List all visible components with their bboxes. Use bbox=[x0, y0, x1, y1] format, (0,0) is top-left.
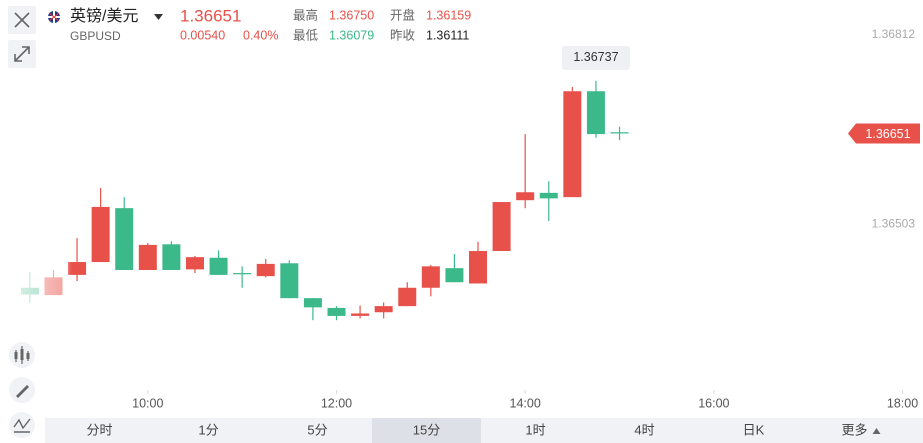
candle-body bbox=[539, 192, 558, 199]
last-price-label: 1.36651 bbox=[865, 127, 910, 141]
header: 英镑/美元 GBPUSD 1.36651 0.00540 0.40% 最高 1.… bbox=[8, 6, 471, 68]
candle-body bbox=[398, 287, 417, 307]
x-tick-label: 18:00 bbox=[887, 396, 918, 410]
candle-body bbox=[586, 91, 605, 135]
expand-button[interactable] bbox=[8, 40, 36, 68]
candle-body bbox=[492, 202, 511, 252]
candle-body bbox=[256, 263, 275, 277]
last-price: 1.36651 bbox=[180, 6, 241, 25]
high-tooltip-bg bbox=[561, 45, 630, 70]
tab[interactable]: 1时 bbox=[525, 422, 545, 437]
tab[interactable]: 1分 bbox=[198, 422, 218, 437]
high-tooltip: 1.36737 bbox=[573, 50, 618, 64]
candle-body bbox=[233, 273, 252, 275]
candle-body bbox=[516, 192, 535, 201]
candle-body bbox=[138, 244, 157, 270]
pair-name[interactable]: 英镑/美元 bbox=[70, 7, 138, 25]
y-tick-label: 1.36812 bbox=[872, 27, 916, 41]
tab[interactable]: 5分 bbox=[307, 422, 327, 437]
candle-body bbox=[351, 313, 370, 316]
prev-value: 1.36111 bbox=[426, 28, 469, 42]
x-tick-label: 14:00 bbox=[510, 396, 541, 410]
change: 0.00540 bbox=[180, 28, 225, 42]
tool-candles[interactable] bbox=[9, 342, 35, 368]
candle-body bbox=[91, 206, 110, 263]
candle-body bbox=[185, 257, 204, 270]
x-tick-label: 16:00 bbox=[698, 396, 729, 410]
prev-label: 昨收 bbox=[390, 28, 416, 42]
interval-tabs: 分时 1分 5分 15分 1时 4时 日K 更多 bbox=[45, 418, 923, 443]
candle-body bbox=[68, 262, 87, 275]
tool-indicator[interactable] bbox=[9, 412, 35, 438]
candle-body bbox=[421, 266, 440, 288]
dropdown-arrow[interactable] bbox=[154, 14, 163, 20]
y-tick-label: 1.36503 bbox=[872, 216, 916, 230]
candle-body bbox=[209, 257, 228, 275]
flag-diag bbox=[48, 12, 60, 22]
candle-body bbox=[374, 306, 393, 313]
open-value: 1.36159 bbox=[426, 8, 471, 22]
tab[interactable]: 15分 bbox=[413, 422, 440, 437]
candle-body bbox=[327, 307, 346, 316]
close-button[interactable] bbox=[8, 6, 36, 34]
tab[interactable]: 分时 bbox=[86, 422, 112, 437]
tab[interactable]: 更多 bbox=[841, 422, 867, 437]
high-value: 1.36750 bbox=[329, 8, 374, 22]
x-tick-label: 10:00 bbox=[132, 396, 163, 410]
plot-area: 1.36812 1.36503 10:00 12:00 14:00 16:00 18:00 1… bbox=[20, 27, 920, 410]
candle-body bbox=[303, 298, 322, 308]
open-label: 开盘 bbox=[390, 7, 415, 22]
high-label: 最高 bbox=[293, 7, 318, 22]
candle-body bbox=[115, 208, 134, 270]
tab-selected bbox=[372, 418, 481, 443]
tab[interactable]: 日K bbox=[743, 422, 765, 437]
candle-body bbox=[469, 251, 488, 284]
candle-body bbox=[610, 132, 629, 134]
tab[interactable]: 4时 bbox=[634, 422, 654, 437]
candle-body bbox=[280, 263, 299, 299]
x-tick-label: 12:00 bbox=[321, 396, 352, 410]
symbol: GBPUSD bbox=[70, 29, 121, 43]
candle-body bbox=[162, 244, 181, 270]
tab-bar bbox=[45, 418, 923, 443]
candle-body bbox=[563, 91, 582, 198]
more-arrow[interactable] bbox=[872, 428, 881, 434]
low-value: 1.36079 bbox=[329, 28, 374, 42]
change-pct: 0.40% bbox=[243, 28, 278, 42]
candle-body bbox=[445, 268, 464, 283]
tool-draw[interactable] bbox=[9, 377, 35, 403]
low-label: 最低 bbox=[293, 28, 319, 42]
last-price-tag bbox=[848, 123, 920, 144]
